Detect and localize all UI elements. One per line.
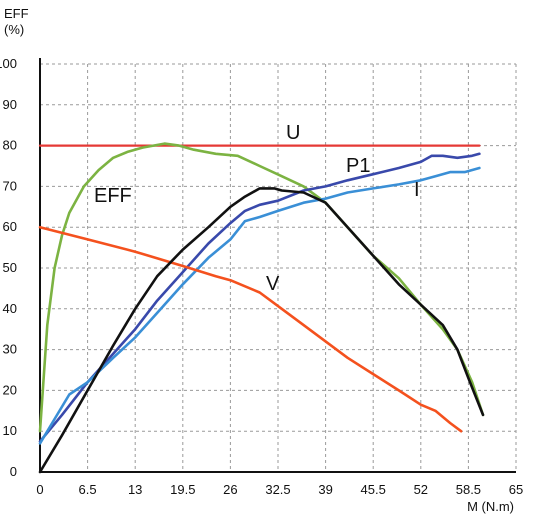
x-tick-label-39: 39 <box>318 482 332 497</box>
grid-layer <box>40 64 516 472</box>
y-tick-label-100: 100 <box>0 56 17 71</box>
x-tick-label-52: 52 <box>414 482 428 497</box>
y-tick-label-10: 10 <box>3 423 17 438</box>
x-tick-label-13: 13 <box>128 482 142 497</box>
x-axis-title: M (N.m) <box>467 499 514 514</box>
x-tick-label-19.5: 19.5 <box>170 482 195 497</box>
series-line-v <box>40 227 461 431</box>
x-tick-label-65: 65 <box>509 482 523 497</box>
series-label-u: U <box>286 122 300 144</box>
y-tick-label-40: 40 <box>3 301 17 316</box>
x-tick-label-32.5: 32.5 <box>265 482 290 497</box>
y-tick-label-80: 80 <box>3 138 17 153</box>
y-tick-label-60: 60 <box>3 219 17 234</box>
x-tick-label-26: 26 <box>223 482 237 497</box>
series-label-eff: EFF <box>94 185 132 207</box>
y-tick-label-90: 90 <box>3 97 17 112</box>
x-tick-label-45.5: 45.5 <box>361 482 386 497</box>
series-label-v: V <box>266 273 280 295</box>
y-axis-title-line-2: (%) <box>4 22 24 37</box>
series-line-i <box>40 168 479 443</box>
text-layer: EFF (%) M (N.m) U EFF P1 I V 0 10 20 30 40 50… <box>0 6 523 514</box>
y-tick-label-20: 20 <box>3 382 17 397</box>
series-label-p1: P1 <box>346 155 370 177</box>
series-label-i: I <box>414 179 420 201</box>
y-tick-label-0: 0 <box>10 464 17 479</box>
y-tick-label-50: 50 <box>3 260 17 275</box>
y-tick-label-70: 70 <box>3 178 17 193</box>
series-line-unlabeled <box>40 188 483 472</box>
x-tick-label-58.5: 58.5 <box>456 482 481 497</box>
x-tick-label-0: 0 <box>36 482 43 497</box>
y-axis-title-line-1: EFF <box>4 6 29 21</box>
y-tick-label-30: 30 <box>3 342 17 357</box>
x-tick-label-6.5: 6.5 <box>79 482 97 497</box>
